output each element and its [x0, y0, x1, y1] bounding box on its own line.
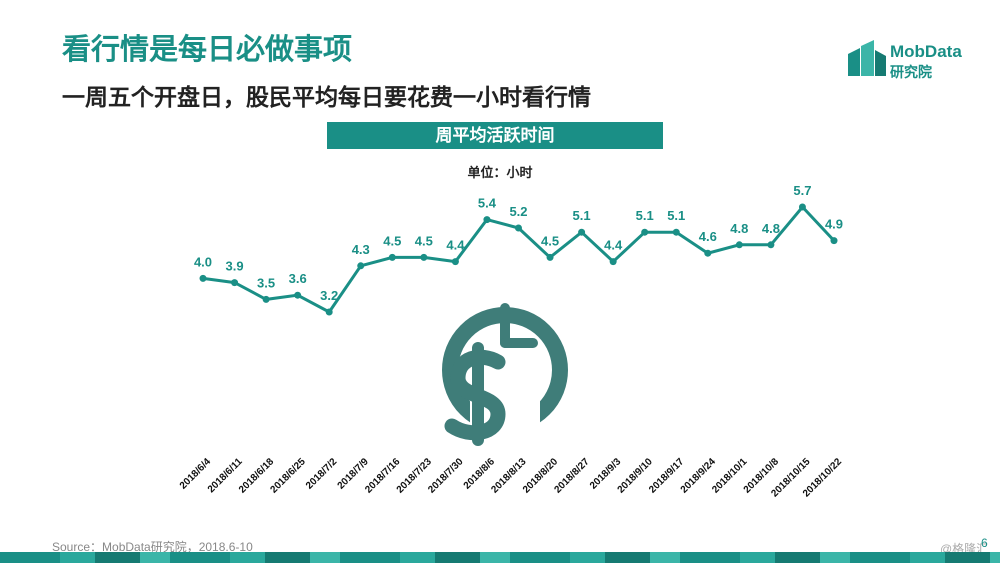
data-point: [483, 216, 491, 224]
x-tick-label: 2018/6/25: [269, 456, 309, 496]
data-point: [325, 308, 333, 316]
data-label: 3.2: [320, 288, 338, 303]
data-point: [388, 253, 396, 261]
data-label: 4.5: [415, 233, 433, 248]
x-tick-label: 2018/8/27: [552, 456, 592, 496]
clock-dollar-icon: [442, 303, 568, 450]
data-point: [451, 258, 459, 266]
x-tick-label: 2018/7/30: [426, 456, 466, 496]
data-point: [578, 228, 586, 236]
data-label: 4.6: [699, 229, 717, 244]
logo-subname: 研究院: [890, 64, 932, 80]
data-label: 3.5: [257, 275, 275, 290]
data-label: 5.1: [573, 208, 591, 223]
data-label: 4.0: [194, 254, 212, 269]
mobdata-logo: MobData 研究院: [848, 40, 978, 84]
data-point: [830, 237, 838, 245]
data-label: 3.9: [226, 259, 244, 274]
unit-label: 单位：小时: [467, 165, 533, 180]
data-point: [704, 249, 712, 257]
data-point: [735, 241, 743, 249]
data-point: [798, 203, 806, 211]
page-subtitle: 一周五个开盘日，股民平均每日要花费一小时看行情: [62, 84, 591, 110]
data-label: 4.5: [541, 233, 559, 248]
data-point: [672, 228, 680, 236]
data-label: 4.5: [383, 233, 401, 248]
data-point: [231, 279, 239, 287]
page-number: 6: [981, 536, 988, 550]
data-point: [294, 291, 302, 299]
data-label: 4.8: [730, 221, 748, 236]
data-label: 4.9: [825, 217, 843, 232]
data-label: 5.1: [636, 208, 654, 223]
source-note: Source：MobData研究院，2018.6-10: [52, 540, 253, 554]
logo-icon: [848, 40, 886, 76]
chart-title: 周平均活跃时间: [327, 122, 663, 149]
data-point: [767, 241, 775, 249]
data-point: [357, 262, 365, 270]
data-label: 5.1: [667, 208, 685, 223]
logo-name: MobData: [890, 42, 962, 61]
data-label: 3.6: [289, 271, 307, 286]
data-label: 4.8: [762, 221, 780, 236]
data-label: 4.4: [446, 238, 465, 253]
data-label: 4.4: [604, 238, 623, 253]
x-tick-label: 2018/7/2: [304, 456, 340, 492]
data-point: [515, 224, 522, 232]
data-point: [609, 258, 617, 266]
data-point: [199, 274, 207, 282]
data-point: [546, 253, 554, 261]
data-label: 5.7: [793, 183, 811, 198]
bottom-decor-bar: [0, 552, 1000, 563]
data-point: [262, 295, 270, 303]
data-point: [420, 253, 428, 261]
data-point: [641, 228, 649, 236]
data-label: 5.4: [478, 196, 497, 211]
data-label: 4.3: [352, 242, 370, 257]
page-title: 看行情是每日必做事项: [62, 34, 353, 66]
data-label: 5.2: [509, 204, 527, 219]
